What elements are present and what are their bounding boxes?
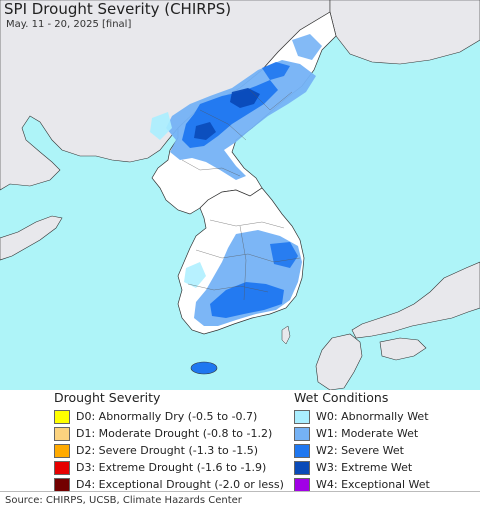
tsushima-island [281,325,291,345]
legend-label-w0: W0: Abnormally Wet [316,410,429,423]
japan-honshu-landmass [351,261,480,339]
legend-label-d2: D2: Severe Drought (-1.3 to -1.5) [76,444,259,457]
legend-item-w4: W4: Exceptional Wet [294,476,430,493]
swatch-w0 [294,409,310,424]
legend-item-w1: W1: Moderate Wet [294,425,430,442]
swatch-w2 [294,443,310,458]
legend-label-w1: W1: Moderate Wet [316,427,419,440]
wet-w2-northeast [262,62,290,80]
wet-conditions-heading: Wet Conditions [294,390,389,405]
swatch-w3 [294,460,310,475]
legend-item-d3: D3: Extreme Drought (-1.6 to -1.9) [54,459,284,476]
wet-conditions-legend: Wet Conditions W0: Abnormally Wet W1: Mo… [294,390,430,493]
swatch-d1 [54,426,70,441]
legend-label-d4: D4: Exceptional Drought (-2.0 or less) [76,478,284,491]
jeju-island [190,361,218,375]
japan-kyushu-landmass [315,333,363,390]
swatch-d0 [54,409,70,424]
swatch-d4 [54,477,70,492]
drought-severity-heading: Drought Severity [54,390,161,405]
wet-w0-south [184,262,206,288]
swatch-d2 [54,443,70,458]
legend-item-w3: W3: Extreme Wet [294,459,430,476]
legend-label-d3: D3: Extreme Drought (-1.6 to -1.9) [76,461,267,474]
legend-label-d0: D0: Abnormally Dry (-0.5 to -0.7) [76,410,258,423]
legend-item-d1: D1: Moderate Drought (-0.8 to -1.2) [54,425,284,442]
drought-severity-legend: Drought Severity D0: Abnormally Dry (-0.… [54,390,284,493]
legend-item-w2: W2: Severe Wet [294,442,430,459]
legend-item-d0: D0: Abnormally Dry (-0.5 to -0.7) [54,408,284,425]
legend-label-d1: D1: Moderate Drought (-0.8 to -1.2) [76,427,273,440]
legend-label-w4: W4: Exceptional Wet [316,478,430,491]
wet-w3-north-2 [194,122,216,140]
wet-w2-south [210,282,284,318]
japan-shikoku-landmass [379,337,427,361]
map-date-subtitle: May. 11 - 20, 2025 [final] [6,19,132,30]
source-footer: Source: CHIRPS, UCSB, Climate Hazards Ce… [0,491,480,511]
swatch-d3 [54,460,70,475]
map-title: SPI Drought Severity (CHIRPS) [4,0,232,18]
legend-item-w0: W0: Abnormally Wet [294,408,430,425]
shandong-landmass [0,215,63,261]
legend-label-w3: W3: Extreme Wet [316,461,413,474]
swatch-w1 [294,426,310,441]
wet-w3-north [230,88,260,108]
legend-item-d4: D4: Exceptional Drought (-2.0 or less) [54,476,284,493]
swatch-w4 [294,477,310,492]
wet-w0-north [150,112,172,140]
source-credit: Source: CHIRPS, UCSB, Climate Hazards Ce… [5,495,242,506]
wet-w1-northeast [292,34,322,60]
legend-item-d2: D2: Severe Drought (-1.3 to -1.5) [54,442,284,459]
wet-w1-north [166,60,316,180]
legend-label-w2: W2: Severe Wet [316,444,404,457]
province-borders [181,89,301,301]
legend: Drought Severity D0: Abnormally Dry (-0.… [0,390,480,493]
drought-map [0,0,480,390]
